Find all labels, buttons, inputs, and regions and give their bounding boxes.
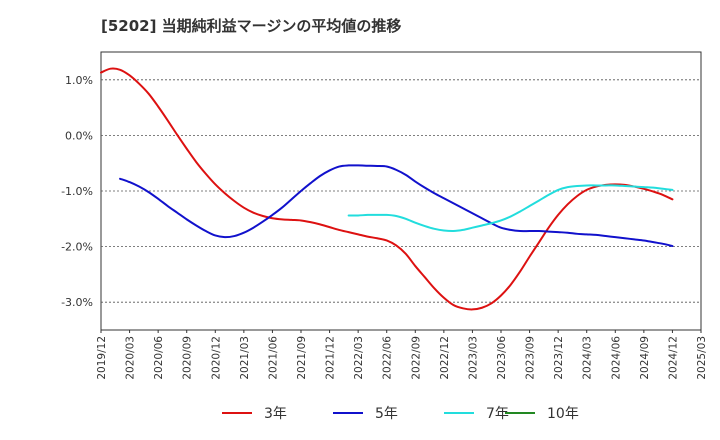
- x-tick-label: 2024/06: [610, 336, 622, 380]
- legend-label: 10年: [547, 406, 579, 422]
- series-lines: [100, 67, 674, 311]
- x-tick-label: 2020/03: [125, 336, 137, 380]
- x-tick-label: 2023/09: [525, 336, 537, 380]
- series-line-2: [347, 184, 674, 233]
- x-tick-label: 2024/03: [582, 336, 594, 380]
- x-tick-label: 2020/06: [153, 336, 165, 380]
- x-tick-label: 2023/03: [467, 336, 479, 380]
- legend: 3年 5年 7年 10年: [222, 406, 579, 422]
- y-axis-ticks: 1.0% 0.0% -1.0% -2.0% -3.0%: [61, 74, 93, 309]
- x-tick-label: 2023/06: [496, 336, 508, 380]
- y-tick-label: -1.0%: [61, 185, 93, 198]
- grid-lines: [101, 79, 701, 303]
- x-axis-ticks: 2019/12 2020/03 2020/06 2020/09 2020/12 2021/…: [96, 330, 708, 380]
- x-tick-label: 2024/09: [639, 336, 651, 380]
- x-tick-label: 2019/12: [96, 336, 108, 380]
- legend-label: 7年: [486, 406, 509, 422]
- x-tick-label: 2024/12: [667, 336, 679, 380]
- series-line-1: [119, 164, 674, 248]
- x-tick-label: 2021/03: [239, 336, 251, 380]
- x-tick-label: 2021/09: [296, 336, 308, 380]
- series-line-0: [100, 67, 674, 311]
- legend-label: 5年: [375, 406, 398, 422]
- x-tick-label: 2021/12: [325, 336, 337, 380]
- x-tick-label: 2020/09: [182, 336, 194, 380]
- chart-title: [5202] 当期純利益マージンの平均値の推移: [101, 17, 401, 35]
- x-tick-label: 2025/03: [696, 336, 708, 380]
- y-tick-label: 1.0%: [65, 74, 93, 87]
- x-tick-label: 2023/12: [553, 336, 565, 380]
- x-tick-label: 2022/09: [410, 336, 422, 380]
- x-tick-label: 2020/12: [210, 336, 222, 380]
- y-tick-label: -3.0%: [61, 296, 93, 309]
- x-tick-label: 2021/06: [267, 336, 279, 380]
- y-tick-label: -2.0%: [61, 241, 93, 254]
- legend-label: 3年: [264, 406, 287, 422]
- y-tick-label: 0.0%: [65, 129, 93, 142]
- x-tick-label: 2022/06: [382, 336, 394, 380]
- x-tick-label: 2022/12: [439, 336, 451, 380]
- x-tick-label: 2022/03: [353, 336, 365, 380]
